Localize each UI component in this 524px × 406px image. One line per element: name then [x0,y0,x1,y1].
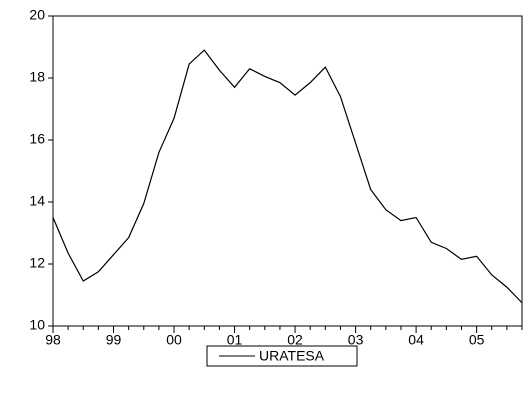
y-tick-label: 18 [29,69,45,85]
x-tick-label: 05 [469,332,485,348]
x-tick-label: 98 [45,332,61,348]
x-tick-label: 03 [348,332,364,348]
x-tick-label: 99 [106,332,122,348]
x-tick-label: 01 [227,332,243,348]
x-tick-label: 00 [166,332,182,348]
legend-box [206,345,358,367]
y-tick-label: 10 [29,317,45,333]
y-tick-label: 12 [29,255,45,271]
y-tick-label: 20 [29,7,45,23]
series-line [52,49,523,304]
legend-label: URATESA [259,348,325,364]
y-tick-label: 16 [29,131,45,147]
x-tick-label: 02 [287,332,303,348]
plot-frame [52,15,523,327]
y-tick-label: 14 [29,193,45,209]
x-tick-label: 04 [408,332,424,348]
